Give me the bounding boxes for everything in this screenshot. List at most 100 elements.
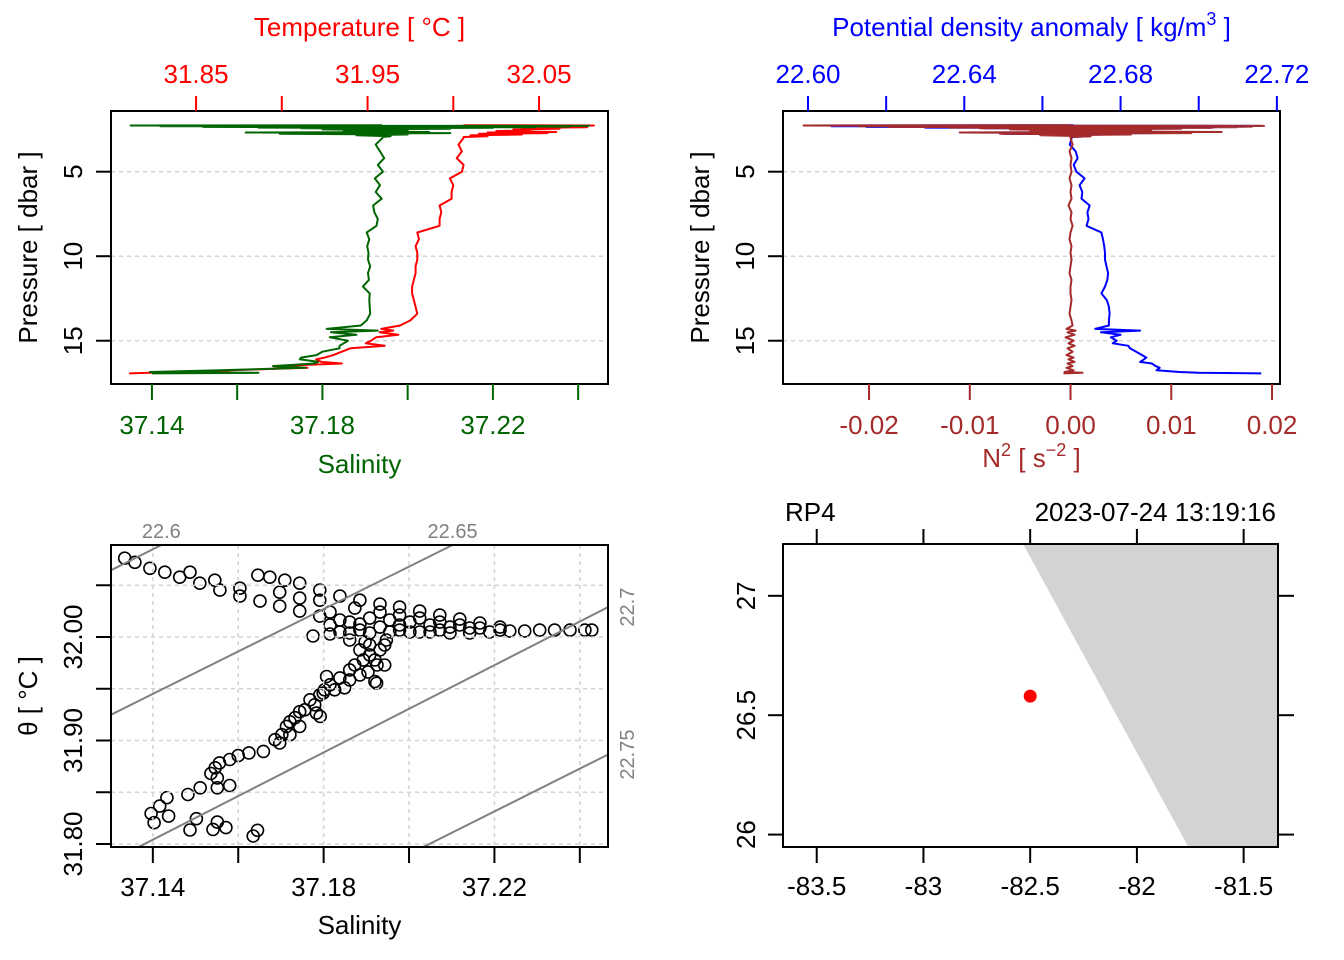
ts-point <box>161 809 176 823</box>
y-tick-label: 31.80 <box>58 811 88 876</box>
label-part: Potential density anomaly [ kg/m <box>832 12 1206 42</box>
bottom-tick-label: 37.14 <box>119 410 184 440</box>
ts-point <box>392 618 407 632</box>
ts-point <box>353 617 367 631</box>
isopycnal-label: 22.6 <box>142 521 181 543</box>
label-part: ] <box>1066 443 1080 473</box>
ts-point <box>412 611 427 625</box>
ts-points <box>117 551 599 843</box>
y-tick-label: 32.00 <box>58 604 88 669</box>
x-tick-label: 37.22 <box>462 872 527 902</box>
label-part: ] <box>1216 12 1230 42</box>
ts-point <box>347 601 362 615</box>
y-tick-label: 5 <box>58 164 88 178</box>
ts-point <box>233 589 247 603</box>
ts-point <box>432 623 447 637</box>
bottom-tick-label: -0.02 <box>839 410 898 440</box>
x-axis-label: Salinity <box>318 910 402 940</box>
ts-point <box>342 626 357 640</box>
n2-profile-line <box>802 124 1265 375</box>
ts-point <box>373 605 387 619</box>
ts-point <box>193 780 207 795</box>
isopycnal-line <box>111 545 164 572</box>
ts-point <box>353 623 367 637</box>
y-tick-label: 15 <box>58 326 88 355</box>
ts-point <box>183 565 197 580</box>
plot-frame <box>782 110 1281 385</box>
ts-point <box>309 706 324 720</box>
ts-point <box>272 585 287 600</box>
ts-point <box>392 623 407 637</box>
salinity-profile-line <box>129 124 590 375</box>
longitude-tick-label: -82 <box>1118 871 1156 901</box>
ts-point <box>292 604 307 618</box>
top-tick-label: 31.95 <box>335 59 400 89</box>
top-tick-label: 32.05 <box>507 59 572 89</box>
bottom-tick-label: 0.02 <box>1247 410 1298 440</box>
bottom-tick-label: 37.22 <box>460 410 525 440</box>
top-tick-label: 31.85 <box>164 59 229 89</box>
isopycnal-label: 22.65 <box>428 521 478 543</box>
ts-point <box>327 682 342 697</box>
latitude-tick-label: 26.5 <box>731 690 761 741</box>
top-tick-label: 22.68 <box>1088 59 1153 89</box>
ts-point <box>144 806 158 821</box>
ts-point <box>452 618 467 632</box>
station-marker <box>1023 689 1037 703</box>
ts-point <box>283 714 297 729</box>
y-tick-label: 5 <box>730 164 760 178</box>
y-tick-label: 15 <box>730 326 760 355</box>
ts-point <box>373 597 387 611</box>
ts-point <box>250 823 265 838</box>
bottom-tick-label: 0.01 <box>1146 410 1197 440</box>
ts-point <box>578 623 592 637</box>
ts-point <box>342 633 357 647</box>
longitude-tick-label: -82.5 <box>1001 871 1060 901</box>
ts-point <box>307 697 322 712</box>
ts-point <box>312 593 327 608</box>
ts-point <box>392 600 407 614</box>
ts-point <box>342 673 357 687</box>
ts-diagram-panel: 22.6 22.65 22.7 22.75 37.14 37.18 37.22 31.80 31… <box>13 521 639 940</box>
bottom-tick-label: -0.01 <box>940 410 999 440</box>
ts-point <box>272 599 287 613</box>
ts-point <box>210 771 225 785</box>
ts-point <box>584 623 599 637</box>
label-part: Temperature [ °C ] <box>254 12 465 42</box>
top-axis-label: Potential density anomaly [ kg/m3 ] <box>832 9 1231 42</box>
ts-point <box>502 624 517 638</box>
ts-point <box>183 823 197 837</box>
superscript: 2 <box>1001 440 1011 460</box>
label-part: Salinity <box>318 449 402 479</box>
ts-point <box>147 815 161 830</box>
ts-point <box>423 625 437 639</box>
ts-point <box>473 621 487 635</box>
ts-point <box>377 658 392 672</box>
ts-point <box>392 608 407 622</box>
y-tick-label: 31.90 <box>58 708 88 773</box>
superscript: 3 <box>1206 9 1216 29</box>
ts-point <box>251 568 265 583</box>
ts-point <box>233 581 247 596</box>
ts-point <box>152 799 167 813</box>
ts-point <box>262 570 277 585</box>
longitude-tick-label: -83.5 <box>787 871 846 901</box>
ts-point <box>312 583 327 597</box>
x-tick-label: 37.18 <box>291 872 356 902</box>
ts-point <box>210 780 225 795</box>
bottom-axis-label: N2 [ s−2 ] <box>982 440 1080 473</box>
isopycnal-line <box>111 545 455 716</box>
top-tick-label: 22.72 <box>1244 59 1309 89</box>
y-tick-label: 10 <box>58 242 88 271</box>
ts-point <box>532 623 547 637</box>
ts-point <box>193 576 207 591</box>
ts-point <box>358 635 372 649</box>
top-axis-label: Temperature [ °C ] <box>254 12 465 42</box>
bottom-axis-label: Salinity <box>318 449 402 479</box>
ts-point <box>377 638 392 652</box>
ts-point <box>181 787 195 802</box>
ts-point <box>432 615 447 629</box>
land-polygon <box>1023 544 1278 847</box>
station-map-panel: -83.5 -83 -82.5 -82 -81.5 26 26.5 27 RP4 2023-07-… <box>731 497 1294 901</box>
